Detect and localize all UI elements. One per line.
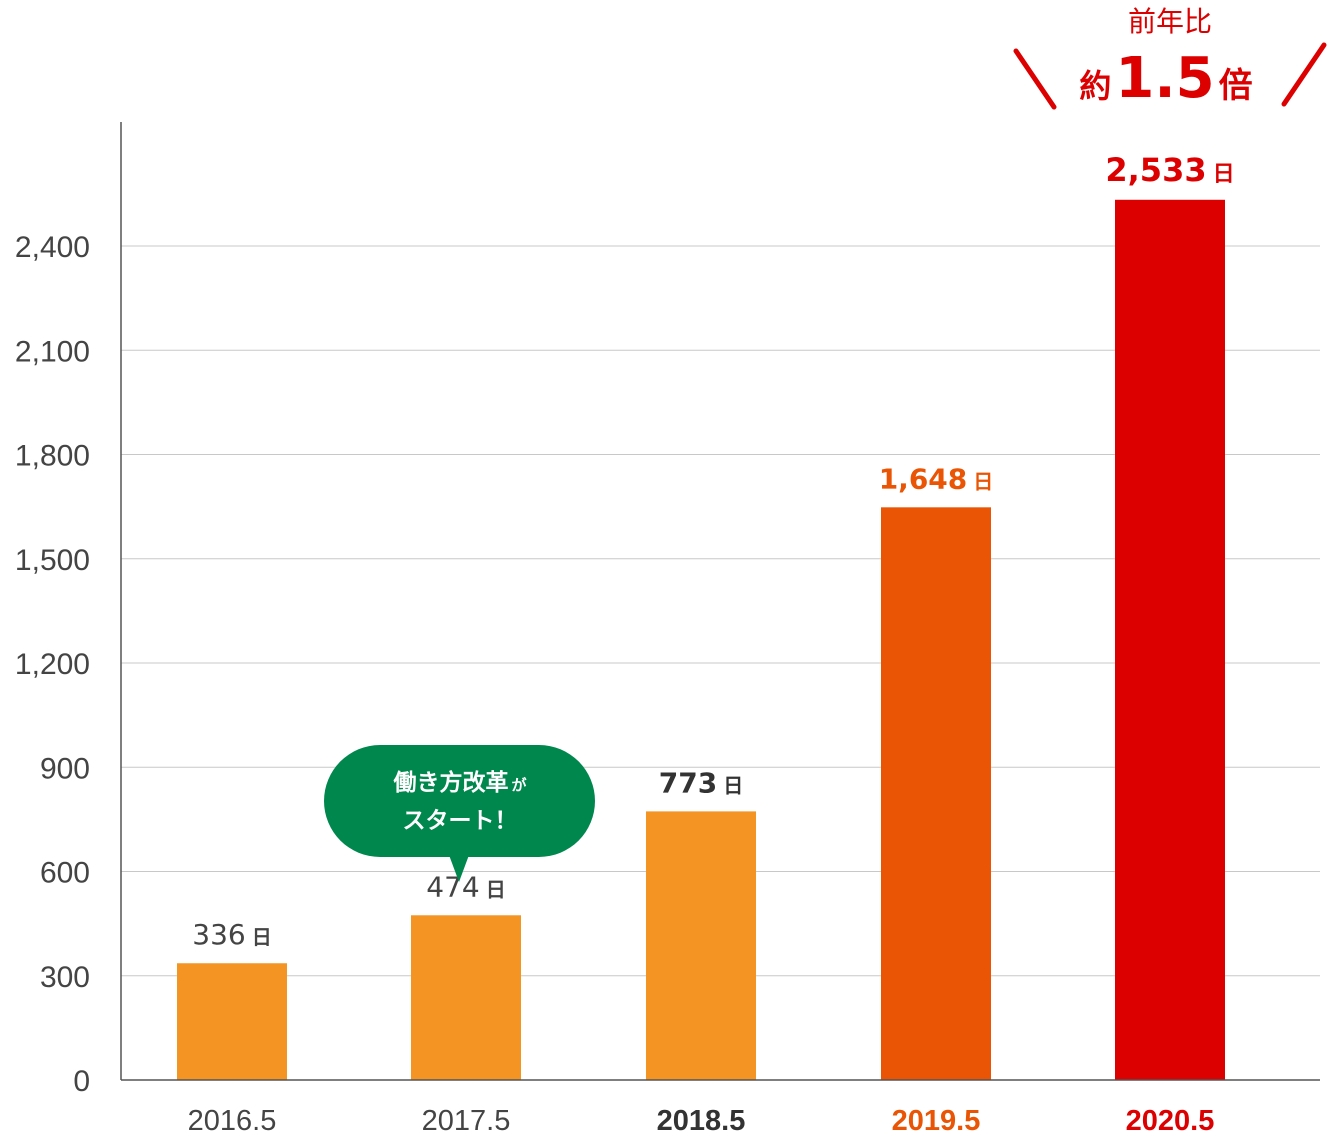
highlight-value: 約1.5 倍 xyxy=(1079,46,1252,111)
y-tick-label: 0 xyxy=(73,1065,90,1098)
x-tick-label: 2016.5 xyxy=(188,1105,277,1135)
y-tick-label: 1,800 xyxy=(15,440,90,473)
value-number: 336 xyxy=(192,918,245,951)
callout-line1: 働き方改革が xyxy=(392,769,527,796)
emphasis-stroke-right xyxy=(1281,42,1327,107)
y-tick-label: 2,100 xyxy=(15,335,90,368)
value-number: 2,533 xyxy=(1105,151,1206,189)
x-axis-labels: 2016.5 2017.5 2018.5 2019.5 2020.5 xyxy=(188,1105,1215,1135)
x-tick-label: 2018.5 xyxy=(657,1105,746,1135)
x-tick-label: 2017.5 xyxy=(422,1105,511,1135)
value-label: 1,648 日 xyxy=(879,462,994,495)
bar xyxy=(1115,199,1225,1081)
value-label: 336 日 xyxy=(192,918,271,951)
bar xyxy=(881,507,991,1080)
highlight-number: 1.5 xyxy=(1115,46,1214,111)
highlight-prefix: 約 xyxy=(1079,67,1111,105)
value-number: 474 xyxy=(426,870,479,903)
y-tick-label: 300 xyxy=(40,961,90,994)
y-axis-ticks: 0 300 600 900 1,200 1,500 1,800 2,100 2,400 xyxy=(15,231,90,1098)
value-unit: 日 xyxy=(486,877,506,901)
callout-bubble: 働き方改革が スタート！ xyxy=(324,745,595,882)
y-tick-label: 2,400 xyxy=(15,231,90,264)
callout-background xyxy=(324,745,595,857)
value-unit: 日 xyxy=(1213,162,1235,187)
highlight-label: 前年比 xyxy=(1128,5,1212,38)
value-unit: 日 xyxy=(252,925,272,949)
bars xyxy=(177,199,1225,1081)
bar xyxy=(411,915,521,1080)
callout-line2: スタート！ xyxy=(403,808,518,834)
y-tick-label: 1,500 xyxy=(15,544,90,577)
value-number: 1,648 xyxy=(879,462,968,495)
value-label: 474 日 xyxy=(426,870,505,903)
y-tick-label: 600 xyxy=(40,857,90,890)
highlight-suffix: 倍 xyxy=(1219,66,1253,106)
x-tick-label: 2019.5 xyxy=(892,1105,981,1135)
callout-tail xyxy=(449,855,469,882)
value-label: 773 日 xyxy=(659,766,743,799)
value-unit: 日 xyxy=(723,773,743,797)
emphasis-stroke-left xyxy=(1013,48,1057,110)
x-tick-label: 2020.5 xyxy=(1126,1105,1215,1135)
y-tick-label: 1,200 xyxy=(15,648,90,681)
callout-line1-main: 働き方改革 xyxy=(392,769,508,796)
callout-line1-small: が xyxy=(511,776,527,794)
gridlines xyxy=(121,245,1320,977)
year-over-year-highlight: 前年比 約1.5 倍 xyxy=(1013,5,1327,111)
bar xyxy=(646,811,756,1080)
bar xyxy=(177,963,287,1080)
value-label: 2,533 日 xyxy=(1105,151,1234,189)
y-tick-label: 900 xyxy=(40,752,90,785)
value-number: 773 xyxy=(659,766,717,799)
value-unit: 日 xyxy=(973,469,993,493)
